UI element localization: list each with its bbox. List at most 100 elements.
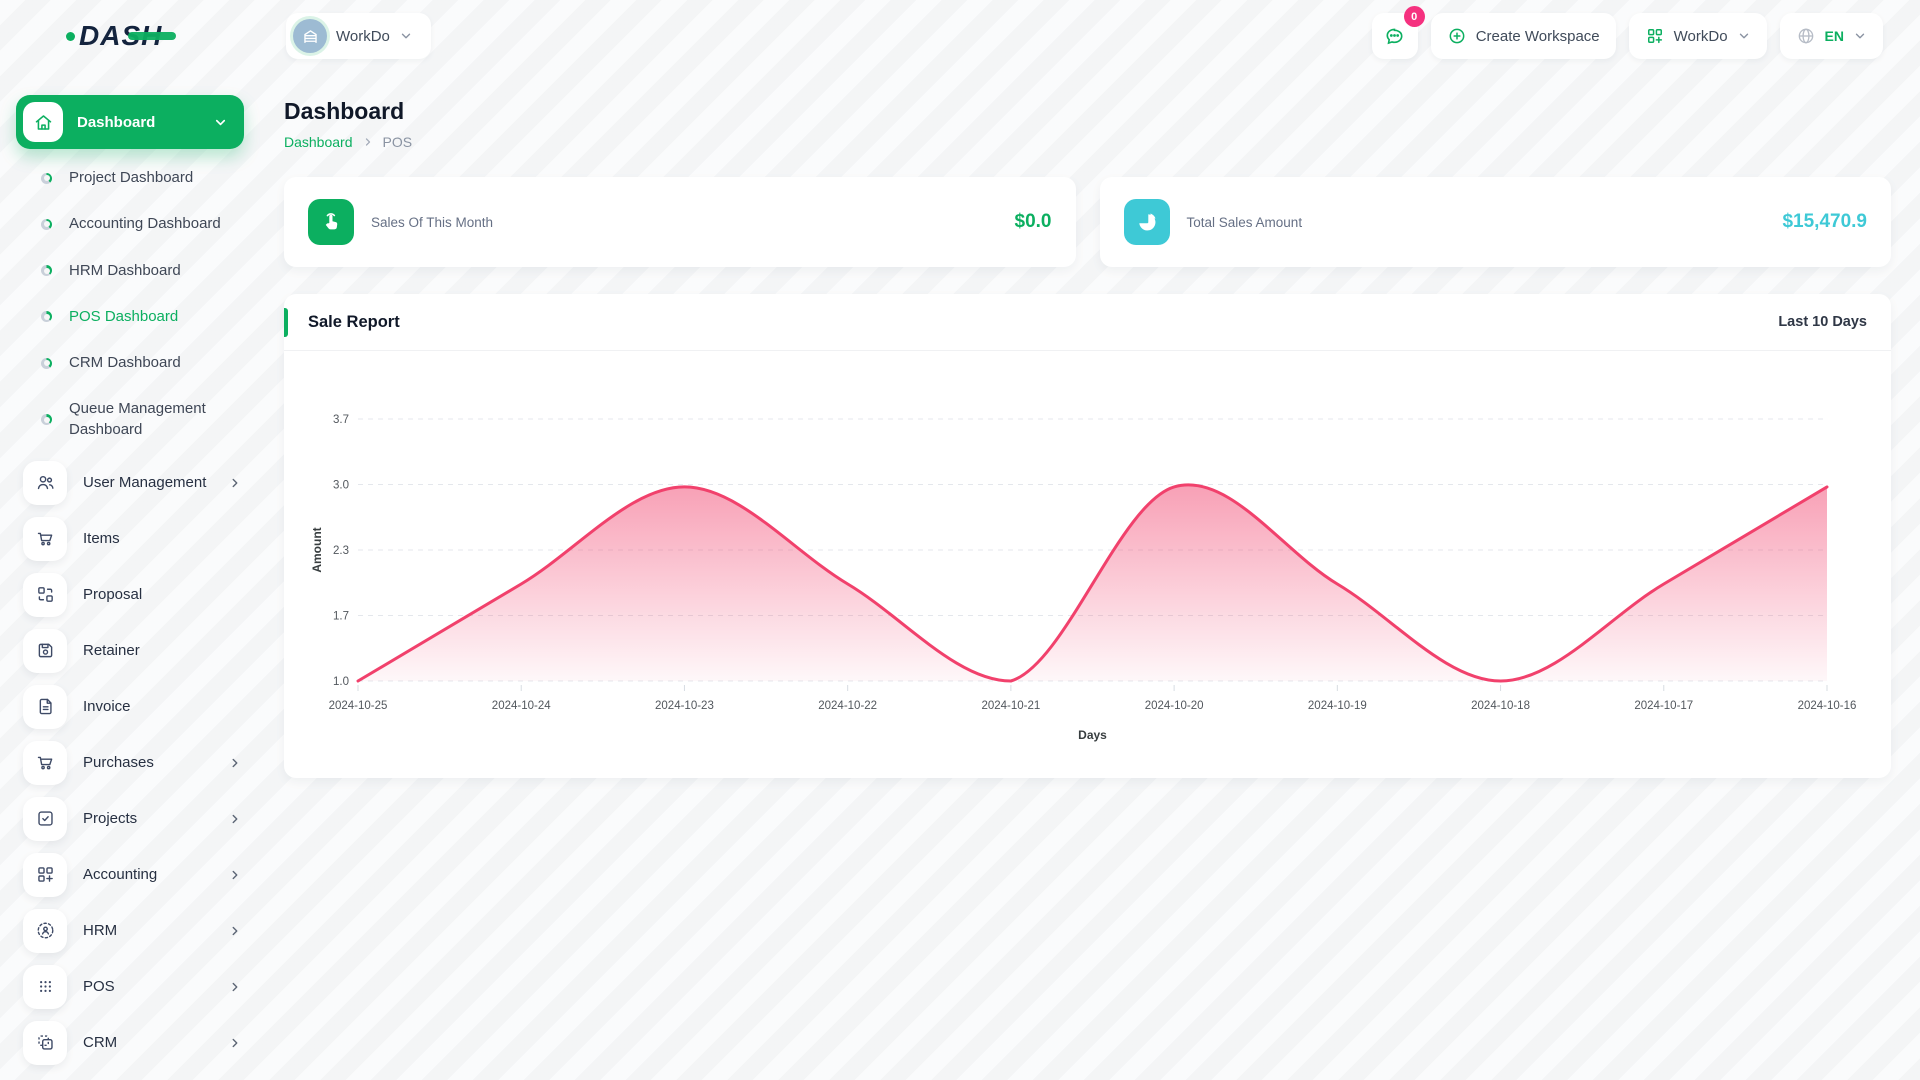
sidebar-item-purchases[interactable]: Purchases [16,735,244,791]
sale-report-card: Sale Report Last 10 Days 3.7 3.0 2.3 1.7 1.0… [284,294,1891,778]
grid-plus-icon [1647,29,1662,44]
header-actions: 0 Create Workspace WorkDo EN [1371,6,1883,59]
building-icon [293,19,327,53]
breadcrumb: Dashboard POS [284,134,1891,150]
messages-button[interactable]: 0 [1371,6,1425,59]
dots-grid-icon [23,964,67,1009]
sidebar-item-proposal[interactable]: Proposal [16,567,244,623]
page-title: Dashboard [284,98,405,124]
language-label: EN [1824,28,1844,44]
grid-plus-icon [23,852,67,897]
breadcrumb-current: POS [382,134,413,150]
cart-icon [23,516,67,561]
stat-label: Total Sales Amount [1186,214,1303,230]
globe-icon [1798,28,1813,44]
sidebar-item-items[interactable]: Items [16,511,244,567]
sale-report-chart[interactable]: 3.7 3.0 2.3 1.7 1.0 2024-10-25 2024-10-24 2024-… [308,359,1867,759]
chevron-right-icon [365,138,370,146]
y-axis-title: Amount [310,527,324,572]
pie-chart-icon [1123,199,1170,245]
workspace-switcher-button[interactable]: WorkDo [286,13,431,59]
sidebar-item-hrm-dashboard[interactable]: HRM Dashboard [16,248,244,294]
sale-report-header: Sale Report Last 10 Days [284,294,1891,351]
user-dashed-circle-icon [23,908,67,953]
x-axis-tick-label: 2024-10-25 [329,700,388,712]
dash-logo[interactable]: DASH [66,20,177,52]
check-square-icon [23,796,67,841]
stat-value: $15,470.9 [1782,211,1867,232]
sidebar-item-crm-dashboard[interactable]: CRM Dashboard [16,340,244,386]
dashboard-submenu: Project Dashboard Accounting Dashboard H… [16,149,244,455]
logo-zone: DASH [0,20,260,52]
workspace-switcher-label: WorkDo [336,27,390,45]
sidebar-item-label: Dashboard [77,113,156,131]
home-icon [23,102,63,142]
sidebar-item-pos-dashboard[interactable]: POS Dashboard [16,294,244,340]
sidebar-item-project-dashboard[interactable]: Project Dashboard [16,155,244,201]
sidebar-item-pos[interactable]: POS [16,959,244,1015]
sidebar-main-menu: User Management Items Proposal Retainer [16,455,244,1071]
cart-icon [23,740,67,785]
stat-value: $0.0 [1014,211,1052,232]
sale-report-range: Last 10 Days [1778,314,1867,330]
sidebar-item-projects[interactable]: Projects [16,791,244,847]
sidebar-item-hrm[interactable]: HRM [16,903,244,959]
chevron-down-icon [401,33,411,39]
chevron-right-icon [232,982,238,991]
sidebar-item-queue-management-dashboard[interactable]: Queue Management Dashboard [16,386,244,453]
x-axis-tick-label: 2024-10-16 [1798,700,1857,712]
x-axis-tick-label: 2024-10-23 [655,700,714,712]
stats-row: Sales Of This Month $0.0 Total Sales Amo… [284,177,1891,267]
chevron-right-icon [232,870,238,879]
x-axis-tick-label: 2024-10-18 [1471,700,1530,712]
x-axis-tick-label: 2024-10-17 [1634,700,1693,712]
invoice-document-icon [23,684,67,729]
sale-report-title: Sale Report [308,312,400,331]
users-icon [23,460,67,505]
breadcrumb-dashboard-link[interactable]: Dashboard [284,134,353,150]
sidebar-item-dashboard[interactable]: Dashboard [16,95,244,149]
area-line [356,483,1829,683]
stat-label: Sales Of This Month [371,214,494,230]
messages-badge: 0 [1403,6,1425,27]
x-axis-tick-label: 2024-10-21 [981,700,1040,712]
x-axis-title: Days [1078,728,1107,742]
save-icon [23,628,67,673]
sidebar: Dashboard Project Dashboard Accounting D… [0,72,260,1080]
bullet-icon [41,357,52,369]
sidebar-item-invoice[interactable]: Invoice [16,679,244,735]
area-fill [358,484,1827,681]
workspace-menu-button[interactable]: WorkDo [1628,13,1767,59]
sidebar-item-user-management[interactable]: User Management [16,455,244,511]
chevron-right-icon [232,814,238,823]
y-axis-tick-label: 1.0 [333,676,349,688]
sidebar-item-accounting[interactable]: Accounting [16,847,244,903]
language-button[interactable]: EN [1779,13,1883,59]
chevron-down-icon [1855,33,1865,39]
y-axis-tick-label: 2.3 [333,545,349,557]
x-axis-tick-label: 2024-10-24 [492,700,551,712]
bullet-icon [41,265,52,277]
sidebar-item-retainer[interactable]: Retainer [16,623,244,679]
create-workspace-label: Create Workspace [1475,27,1600,45]
bullet-icon [41,172,52,184]
chevron-right-icon [232,758,238,767]
stat-card-sales-of-month: Sales Of This Month $0.0 [284,177,1076,267]
stat-card-total-sales: Total Sales Amount $15,470.9 [1099,177,1891,267]
y-axis-tick-label: 3.7 [333,414,349,426]
workspace-menu-label: WorkDo [1673,27,1728,45]
y-axis-tick-label: 3.0 [333,480,349,492]
top-header: DASH WorkDo 0 Create Workspace W [0,0,1920,72]
app-shell: Dashboard Project Dashboard Accounting D… [0,72,1920,1080]
sidebar-item-crm[interactable]: CRM [16,1015,244,1071]
overlap-squares-icon [23,1020,67,1065]
tap-icon [308,199,354,245]
sale-report-chart-body: 3.7 3.0 2.3 1.7 1.0 2024-10-25 2024-10-24 2024-… [284,351,1891,778]
sidebar-item-accounting-dashboard[interactable]: Accounting Dashboard [16,201,244,247]
chevron-right-icon [232,478,238,487]
chevron-right-icon [232,926,238,935]
x-axis-tick-label: 2024-10-20 [1145,700,1204,712]
proposal-grid-icon [23,572,67,617]
create-workspace-button[interactable]: Create Workspace [1430,13,1616,59]
